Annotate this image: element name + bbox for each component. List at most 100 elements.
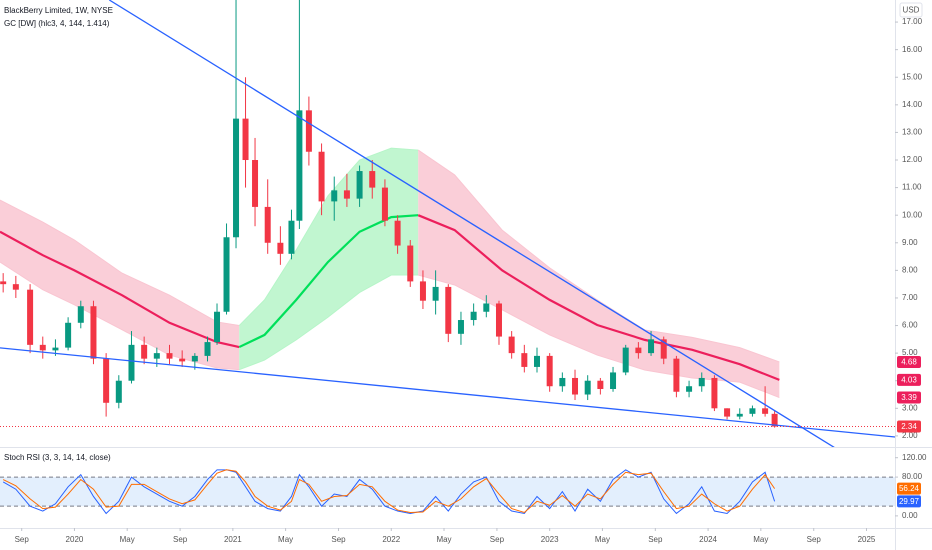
candle-body xyxy=(749,408,756,414)
y-tick-label: 12.00 xyxy=(902,155,923,164)
x-tick-label: May xyxy=(120,535,135,544)
y-tick-label: 15.00 xyxy=(902,72,923,81)
candle-body xyxy=(470,311,477,321)
oscillator-pane xyxy=(0,469,895,515)
candle-body xyxy=(610,372,617,389)
x-tick-label: 2023 xyxy=(541,535,559,544)
candle-body xyxy=(559,377,566,387)
candle-body xyxy=(711,377,718,409)
y-tick-label: 2.00 xyxy=(902,431,918,440)
candle-body xyxy=(724,408,731,417)
y-tick-label: 13.00 xyxy=(902,128,923,137)
x-tick-label: Sep xyxy=(173,535,188,544)
x-tick-label: May xyxy=(278,535,293,544)
price-tag xyxy=(897,391,921,404)
band-lower xyxy=(418,274,780,399)
x-tick-label: Sep xyxy=(15,535,30,544)
candle-body xyxy=(660,339,667,359)
candle-body xyxy=(305,110,312,152)
candle-body xyxy=(153,353,160,359)
price-tag-label: 56.24 xyxy=(899,484,920,493)
price-tag xyxy=(897,420,921,433)
candle-body xyxy=(343,190,350,199)
candle-body xyxy=(90,306,97,359)
y-tick-label: 10.00 xyxy=(902,210,923,219)
oscillator-line xyxy=(2,469,776,514)
candle-body xyxy=(179,358,186,362)
candle-body xyxy=(521,353,528,367)
candle-body xyxy=(546,355,553,387)
candle-body xyxy=(495,303,502,337)
candle-body xyxy=(115,380,122,403)
y-tick-label: 0.00 xyxy=(902,511,918,520)
candle-body xyxy=(419,281,426,301)
candle-body xyxy=(252,160,259,207)
candle-body xyxy=(622,347,629,373)
currency-box[interactable] xyxy=(899,2,923,18)
candle-body xyxy=(483,303,490,312)
candle-body xyxy=(27,289,34,345)
candle-body xyxy=(381,187,388,221)
candle-body xyxy=(52,347,59,351)
candle-body xyxy=(597,380,604,389)
band-upper xyxy=(238,147,419,326)
y-tick-label: 8.00 xyxy=(902,265,918,274)
currency[interactable]: USD xyxy=(903,6,920,15)
trendline xyxy=(0,347,895,438)
band-lower xyxy=(239,274,419,371)
candle-body xyxy=(394,220,401,246)
candle-body xyxy=(584,380,591,395)
candle-body xyxy=(233,118,240,238)
candle-body xyxy=(223,237,230,312)
candle-body xyxy=(771,413,778,427)
indicator-label: GC [DW] (hlc3, 4, 144, 1.414) xyxy=(4,19,110,28)
price-pane xyxy=(0,0,895,447)
candle-body xyxy=(508,336,515,354)
candle-body xyxy=(296,110,303,221)
y-tick-label: 17.00 xyxy=(902,17,923,26)
candle-body xyxy=(103,358,110,403)
x-tick-label: Sep xyxy=(490,535,505,544)
price-tag-label: 4.68 xyxy=(901,358,917,367)
candle-body xyxy=(214,311,221,343)
candle-body xyxy=(432,286,439,301)
candle-body xyxy=(288,220,295,254)
price-tag-label: 4.03 xyxy=(901,376,917,385)
x-tick-label: Sep xyxy=(807,535,822,544)
band-mid xyxy=(417,214,780,381)
candle-body xyxy=(648,339,655,354)
candle-body xyxy=(736,413,743,417)
y-tick-label: 6.00 xyxy=(902,321,918,330)
candle-body xyxy=(77,306,84,323)
candle-body xyxy=(369,171,376,188)
x-tick-label: Sep xyxy=(648,535,663,544)
candle-body xyxy=(762,408,769,414)
y-tick-label: 16.00 xyxy=(902,45,923,54)
y-tick-label: 9.00 xyxy=(902,238,918,247)
candle-body xyxy=(0,281,7,285)
candle-body xyxy=(39,344,46,351)
band-lower xyxy=(0,261,240,371)
candle-body xyxy=(457,320,464,334)
candle-body xyxy=(445,286,452,334)
candle-body xyxy=(242,118,249,161)
candle-body xyxy=(141,344,148,359)
candle-body xyxy=(128,344,135,381)
x-tick-label: 2021 xyxy=(224,535,242,544)
candle-body xyxy=(686,386,693,392)
price-tag-label: 3.39 xyxy=(901,393,917,402)
price-tags: 4.68 4.03 3.39 2.34 29.97 56.24 xyxy=(897,355,921,508)
candle-body xyxy=(318,151,325,202)
oscillator-label: Stoch RSI (3, 3, 14, 14, close) xyxy=(4,453,111,462)
x-tick-label: 2024 xyxy=(699,535,717,544)
candle-body xyxy=(356,171,363,199)
price-tag-label: 2.34 xyxy=(901,422,917,431)
price-tag xyxy=(897,355,921,368)
oscillator-line xyxy=(2,469,776,515)
x-tick-label: 2020 xyxy=(66,535,84,544)
x-tick-label: 2022 xyxy=(382,535,400,544)
y-tick-label: 7.00 xyxy=(902,293,918,302)
x-tick-label: 2025 xyxy=(858,535,876,544)
candle-body xyxy=(635,347,642,354)
